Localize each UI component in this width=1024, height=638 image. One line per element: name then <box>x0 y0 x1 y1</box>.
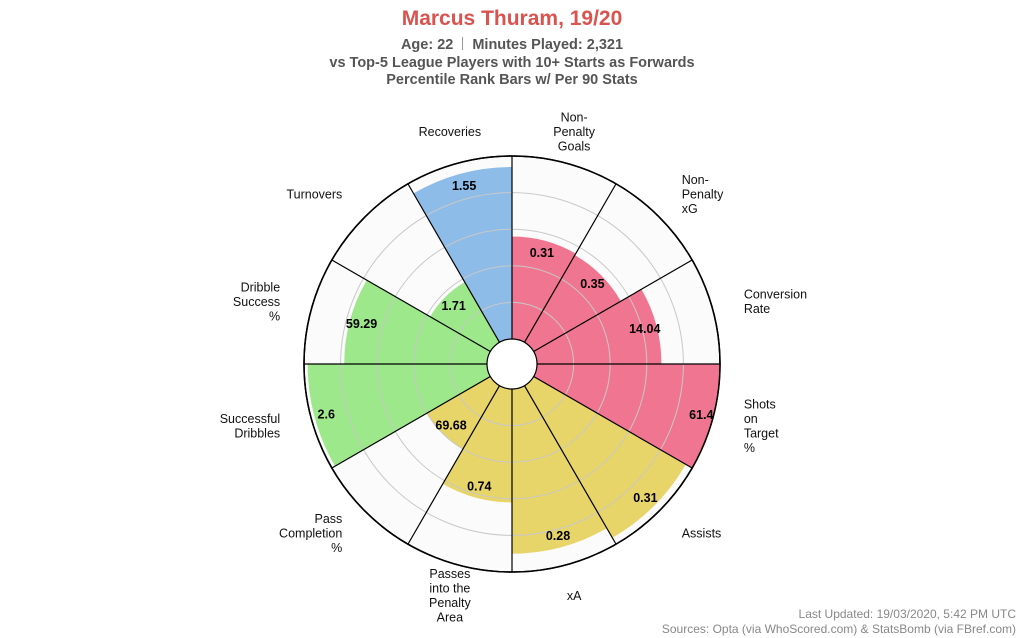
category-label-10: Turnovers <box>286 187 342 201</box>
last-updated: Last Updated: 19/03/2020, 5:42 PM UTC <box>798 607 1016 621</box>
bar-6 <box>442 385 512 503</box>
value-label-2: 14.04 <box>629 322 660 336</box>
category-label-9: Dribble Success% <box>233 280 280 323</box>
value-label-8: 2.6 <box>318 407 335 421</box>
segment-divider <box>407 385 501 545</box>
minutes-label: Minutes Played: 2,321 <box>472 37 624 53</box>
category-label-2: Conversion Rate <box>744 288 807 317</box>
chart-title: Marcus Thuram, 19/20 <box>401 7 623 30</box>
bar-5 <box>512 385 607 554</box>
bar-10 <box>430 282 500 352</box>
value-label-7: 69.68 <box>435 418 466 432</box>
segment-divider <box>533 259 693 353</box>
segment-divider <box>331 259 491 353</box>
category-label-0: Non-Penalty Goals <box>553 111 595 154</box>
category-label-1: Non-Penalty xG <box>682 173 724 216</box>
segment-divider <box>407 183 501 343</box>
separator <box>462 37 464 50</box>
value-label-4: 0.31 <box>633 491 657 505</box>
segment-divider <box>523 183 617 343</box>
bar-2 <box>533 289 662 364</box>
bar-3 <box>533 364 720 468</box>
category-label-3: Shots on Target% <box>744 397 779 455</box>
value-label-1: 0.35 <box>580 277 604 291</box>
bar-11 <box>413 166 512 343</box>
value-label-9: 59.29 <box>346 317 377 331</box>
value-label-3: 61.4 <box>689 408 713 422</box>
bar-4 <box>524 376 686 538</box>
method-subtitle: Percentile Rank Bars w/ Per 90 Stats <box>386 72 638 88</box>
category-label-8: Successful Dribbles <box>220 412 280 441</box>
value-label-11: 1.55 <box>452 179 476 193</box>
bar-7 <box>426 376 500 450</box>
bar-8 <box>307 364 491 467</box>
age-label: Age: 22 <box>400 37 454 53</box>
category-label-5: xA <box>567 589 582 603</box>
segment-divider <box>533 375 693 469</box>
comparison-subtitle: vs Top-5 League Players with 10+ Starts … <box>329 55 695 71</box>
segment-divider <box>331 375 491 469</box>
category-label-11: Recoveries <box>419 125 482 139</box>
value-label-0: 0.31 <box>530 246 554 260</box>
category-label-7: Pass Completion% <box>279 512 342 555</box>
bar-0 <box>512 236 576 343</box>
center-hole <box>486 338 538 390</box>
player-info: Age: 22 Minutes Played: 2,321 <box>0 37 1024 53</box>
outer-ring <box>303 155 721 573</box>
bar-1 <box>524 255 621 352</box>
value-label-5: 0.28 <box>546 529 570 543</box>
value-label-10: 1.71 <box>441 299 465 313</box>
value-label-6: 0.74 <box>467 480 491 494</box>
sources: Sources: Opta (via WhoScored.com) & Stat… <box>661 622 1016 636</box>
category-label-4: Assists <box>682 527 722 541</box>
category-label-6: Passes into the Penalty Area <box>429 567 471 625</box>
segment-divider <box>523 385 617 545</box>
